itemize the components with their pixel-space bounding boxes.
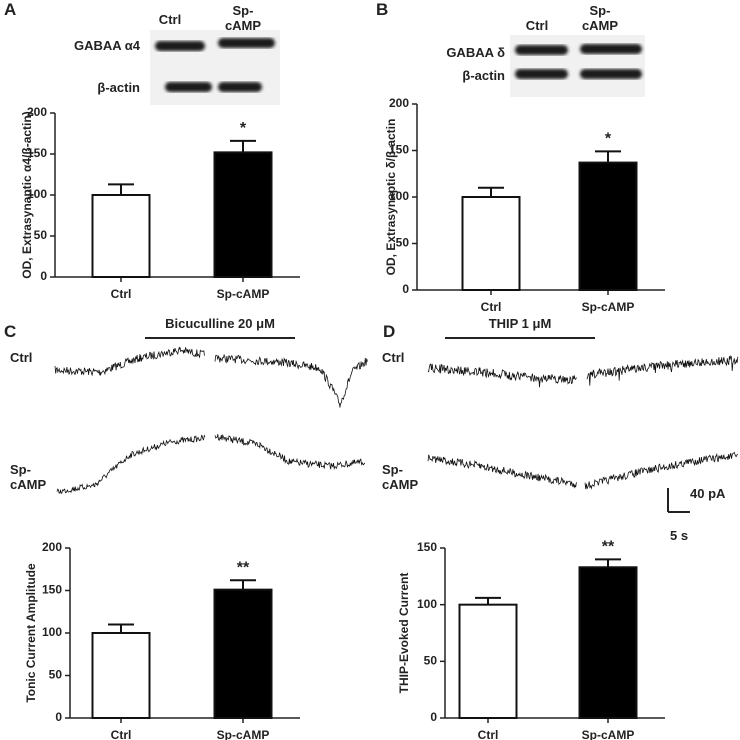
- blot-column-label: Sp- cAMP: [581, 3, 619, 33]
- stimulus-label: Bicuculline 20 μM: [165, 316, 275, 331]
- blot-row-label: GABAA δ: [446, 45, 505, 60]
- panel-letter: D: [383, 322, 396, 341]
- blot-band: [580, 69, 642, 79]
- significance: *: [605, 131, 612, 148]
- y-axis-label: Tonic Current Amplitude: [24, 563, 38, 703]
- y-tick-label: 150: [27, 146, 47, 160]
- x-tick-label: Ctrl: [478, 728, 499, 740]
- y-tick-label: 0: [55, 710, 62, 724]
- y-axis-label: OD, Extrasynaptic α4/β-actin): [20, 111, 34, 278]
- y-tick-label: 100: [389, 189, 409, 203]
- current-trace: [214, 353, 368, 408]
- y-tick-label: 50: [49, 668, 63, 682]
- y-tick-label: 150: [389, 143, 409, 157]
- bar: [213, 588, 273, 720]
- significance: **: [602, 539, 615, 556]
- y-tick-label: 200: [42, 540, 62, 554]
- significance: **: [237, 560, 250, 577]
- blot-row-label: GABAA α4: [73, 38, 140, 53]
- blot-band: [218, 38, 275, 48]
- blot-band: [515, 69, 568, 79]
- bar: [461, 196, 521, 291]
- blot-row-label: β-actin: [97, 80, 140, 95]
- stimulus-label: THIP 1 μM: [488, 316, 552, 331]
- bar: [91, 194, 151, 278]
- y-tick-label: 200: [389, 96, 409, 110]
- blot-band: [155, 41, 205, 51]
- blot-column-label: Ctrl: [158, 12, 182, 27]
- blot-column-label: Ctrl: [525, 18, 549, 33]
- current-trace: [56, 434, 206, 495]
- y-tick-label: 0: [430, 710, 437, 724]
- scale-bar-label: 5 s: [670, 528, 689, 543]
- bar: [578, 566, 638, 719]
- current-trace: [427, 454, 577, 489]
- x-tick-label: Ctrl: [111, 287, 132, 301]
- y-tick-label: 0: [402, 282, 409, 296]
- x-tick-label: Sp-cAMP: [582, 728, 635, 740]
- y-tick-label: 100: [27, 187, 47, 201]
- x-tick-label: Ctrl: [111, 728, 132, 740]
- trace-label: Ctrl: [382, 350, 405, 365]
- blot-row-label: β-actin: [462, 68, 505, 83]
- bar: [91, 632, 151, 719]
- bar: [578, 161, 638, 291]
- x-tick-label: Sp-cAMP: [217, 287, 270, 301]
- current-trace: [214, 433, 366, 470]
- scale-bar-label: 40 pA: [690, 486, 726, 501]
- y-tick-label: 0: [40, 269, 47, 283]
- blot-column-label: Sp- cAMP: [224, 3, 262, 33]
- current-trace: [586, 354, 739, 386]
- y-tick-label: 50: [34, 228, 48, 242]
- y-tick-label: 150: [417, 540, 437, 554]
- panel-letter: C: [4, 322, 17, 341]
- y-tick-label: 100: [42, 625, 62, 639]
- blot-band: [218, 82, 262, 92]
- y-axis-label: OD, Extrasynaptic δ/β-actin: [384, 119, 398, 276]
- current-trace: [54, 346, 205, 377]
- bar: [213, 151, 273, 278]
- blot-band: [580, 44, 642, 54]
- panel-letter: B: [376, 0, 389, 19]
- bar: [458, 603, 518, 720]
- blot-band: [515, 45, 568, 55]
- trace-label: Ctrl: [10, 350, 33, 365]
- trace-label: Sp- cAMP: [382, 462, 419, 492]
- y-tick-label: 50: [424, 654, 438, 668]
- y-tick-label: 150: [42, 583, 62, 597]
- current-trace: [584, 451, 738, 490]
- y-tick-label: 100: [417, 597, 437, 611]
- panel-letter: A: [4, 0, 17, 19]
- y-axis-label: THIP-Evoked Current: [397, 573, 411, 694]
- y-tick-label: 200: [27, 105, 47, 119]
- x-tick-label: Sp-cAMP: [582, 300, 635, 314]
- x-tick-label: Ctrl: [481, 300, 502, 314]
- x-tick-label: Sp-cAMP: [217, 728, 270, 740]
- current-trace: [427, 363, 577, 388]
- trace-label: Sp- cAMP: [10, 462, 47, 492]
- significance: *: [240, 120, 247, 137]
- y-tick-label: 50: [396, 236, 410, 250]
- blot-band: [165, 82, 212, 92]
